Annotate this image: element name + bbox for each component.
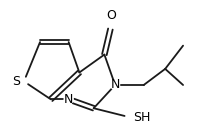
Text: S: S	[12, 75, 20, 88]
Text: O: O	[106, 9, 116, 22]
Circle shape	[107, 18, 115, 27]
Circle shape	[16, 77, 25, 86]
Circle shape	[126, 111, 139, 123]
Text: N: N	[64, 93, 73, 106]
Circle shape	[110, 81, 119, 89]
Text: SH: SH	[132, 111, 150, 124]
Text: N: N	[110, 78, 119, 92]
Circle shape	[64, 95, 73, 104]
